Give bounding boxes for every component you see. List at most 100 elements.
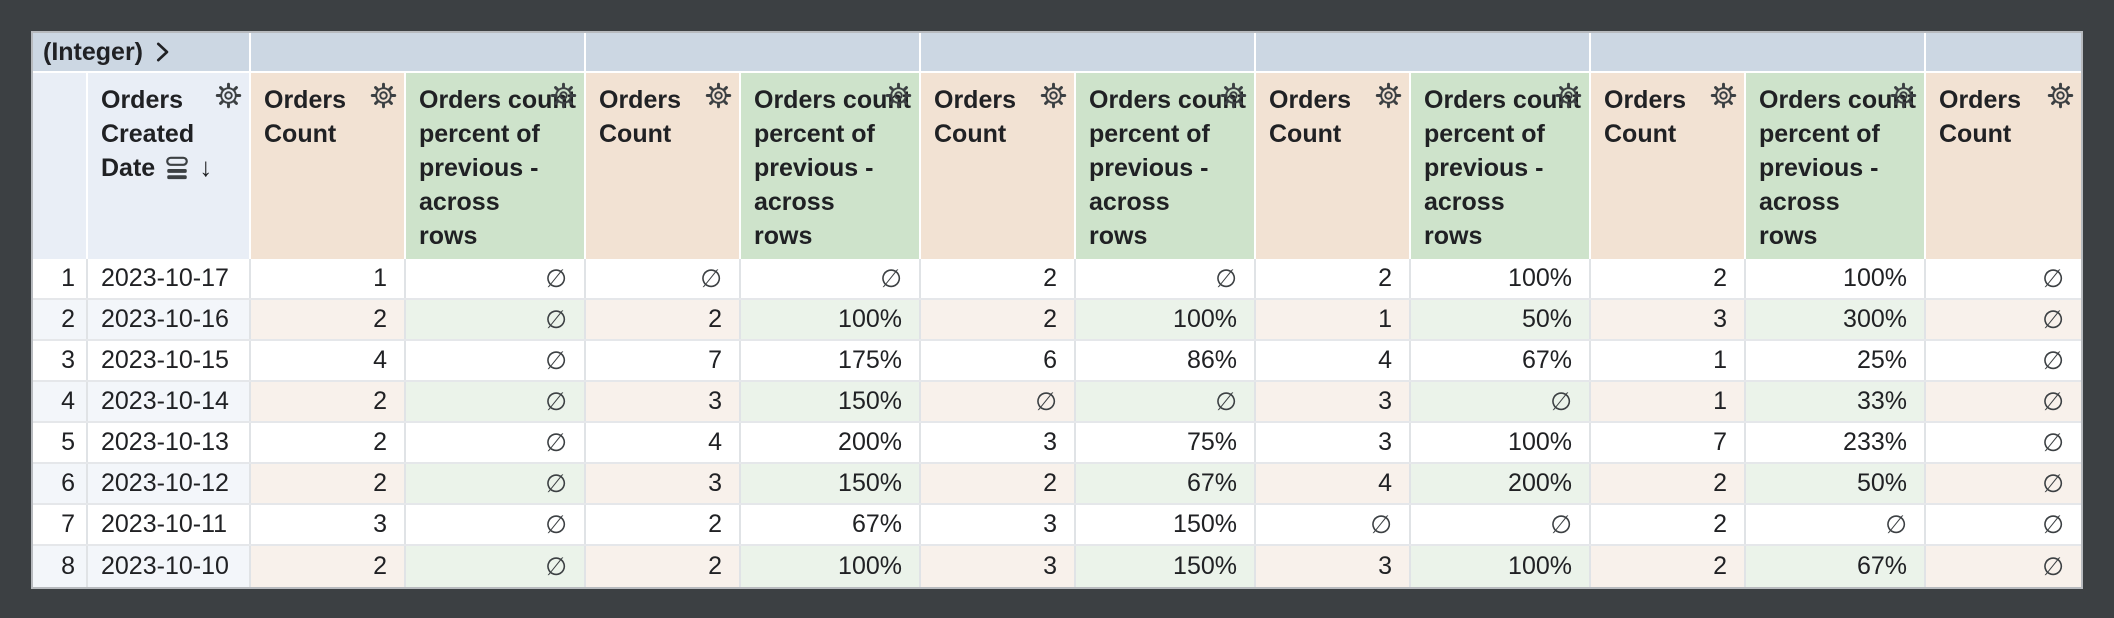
value-cell[interactable]: 3 (921, 505, 1076, 544)
value-cell[interactable]: 3 (1591, 300, 1746, 339)
value-cell[interactable]: 2 (921, 259, 1076, 298)
value-cell[interactable]: 200% (741, 423, 921, 462)
settings-gear-icon[interactable] (550, 82, 577, 109)
date-cell[interactable]: 2023-10-17 (88, 259, 251, 298)
value-cell[interactable]: ∅ (1926, 259, 2081, 298)
column-header-orders-count-pct-4[interactable]: Orders count percent of previous - across ro… (1411, 73, 1591, 259)
value-cell[interactable]: 2 (586, 546, 741, 587)
value-cell[interactable]: 100% (1411, 546, 1591, 587)
value-cell[interactable]: ∅ (1926, 546, 2081, 587)
value-cell[interactable]: ∅ (1926, 382, 2081, 421)
settings-gear-icon[interactable] (1555, 82, 1582, 109)
value-cell[interactable]: 3 (586, 382, 741, 421)
value-cell[interactable]: ∅ (406, 341, 586, 380)
value-cell[interactable]: 67% (1411, 341, 1591, 380)
value-cell[interactable]: 2 (251, 464, 406, 503)
value-cell[interactable]: 175% (741, 341, 921, 380)
value-cell[interactable]: 3 (921, 546, 1076, 587)
value-cell[interactable]: 67% (1076, 464, 1256, 503)
settings-gear-icon[interactable] (1710, 82, 1737, 109)
value-cell[interactable]: ∅ (1926, 341, 2081, 380)
date-cell[interactable]: 2023-10-12 (88, 464, 251, 503)
value-cell[interactable]: 100% (1411, 423, 1591, 462)
value-cell[interactable]: 25% (1746, 341, 1926, 380)
settings-gear-icon[interactable] (1040, 82, 1067, 109)
value-cell[interactable]: ∅ (406, 423, 586, 462)
value-cell[interactable]: 67% (741, 505, 921, 544)
column-header-orders-count-6[interactable]: Orders Count (1926, 73, 2081, 259)
value-cell[interactable]: ∅ (586, 259, 741, 298)
value-cell[interactable]: 4 (586, 423, 741, 462)
value-cell[interactable]: 4 (1256, 341, 1411, 380)
date-cell[interactable]: 2023-10-10 (88, 546, 251, 587)
value-cell[interactable]: 2 (921, 464, 1076, 503)
value-cell[interactable]: ∅ (406, 546, 586, 587)
value-cell[interactable]: ∅ (406, 464, 586, 503)
value-cell[interactable]: 1 (1591, 341, 1746, 380)
value-cell[interactable]: 1 (1591, 382, 1746, 421)
date-cell[interactable]: 2023-10-15 (88, 341, 251, 380)
value-cell[interactable]: 50% (1746, 464, 1926, 503)
value-cell[interactable]: 100% (1076, 300, 1256, 339)
value-cell[interactable]: 100% (741, 546, 921, 587)
value-cell[interactable]: ∅ (1076, 259, 1256, 298)
value-cell[interactable]: 75% (1076, 423, 1256, 462)
value-cell[interactable]: 3 (1256, 382, 1411, 421)
date-cell[interactable]: 2023-10-16 (88, 300, 251, 339)
column-header-orders-count-pct-2[interactable]: Orders count percent of previous - across ro… (741, 73, 921, 259)
value-cell[interactable]: 233% (1746, 423, 1926, 462)
value-cell[interactable]: 3 (1256, 423, 1411, 462)
value-cell[interactable]: 33% (1746, 382, 1926, 421)
value-cell[interactable]: 150% (741, 464, 921, 503)
column-header-orders-count-3[interactable]: Orders Count (921, 73, 1076, 259)
value-cell[interactable]: 4 (1256, 464, 1411, 503)
column-header-orders-count-pct-5[interactable]: Orders count percent of previous - across ro… (1746, 73, 1926, 259)
column-header-orders-count-5[interactable]: Orders Count (1591, 73, 1746, 259)
value-cell[interactable]: 2 (251, 546, 406, 587)
value-cell[interactable]: ∅ (406, 259, 586, 298)
settings-gear-icon[interactable] (1220, 82, 1247, 109)
value-cell[interactable]: ∅ (1746, 505, 1926, 544)
date-cell[interactable]: 2023-10-11 (88, 505, 251, 544)
value-cell[interactable]: ∅ (406, 382, 586, 421)
value-cell[interactable]: 2 (586, 505, 741, 544)
value-cell[interactable]: 200% (1411, 464, 1591, 503)
value-cell[interactable]: ∅ (1411, 505, 1591, 544)
value-cell[interactable]: ∅ (1256, 505, 1411, 544)
value-cell[interactable]: ∅ (741, 259, 921, 298)
value-cell[interactable]: 67% (1746, 546, 1926, 587)
value-cell[interactable]: ∅ (1926, 464, 2081, 503)
settings-gear-icon[interactable] (885, 82, 912, 109)
value-cell[interactable]: 300% (1746, 300, 1926, 339)
value-cell[interactable]: ∅ (1926, 505, 2081, 544)
settings-gear-icon[interactable] (705, 82, 732, 109)
value-cell[interactable]: 2 (251, 382, 406, 421)
value-cell[interactable]: 150% (1076, 505, 1256, 544)
value-cell[interactable]: ∅ (1926, 300, 2081, 339)
value-cell[interactable]: 4 (251, 341, 406, 380)
value-cell[interactable]: 2 (1591, 464, 1746, 503)
value-cell[interactable]: 2 (1256, 259, 1411, 298)
value-cell[interactable]: 100% (1411, 259, 1591, 298)
value-cell[interactable]: 2 (1591, 505, 1746, 544)
value-cell[interactable]: 86% (1076, 341, 1256, 380)
value-cell[interactable]: 2 (251, 300, 406, 339)
date-cell[interactable]: 2023-10-14 (88, 382, 251, 421)
value-cell[interactable]: ∅ (406, 300, 586, 339)
value-cell[interactable]: 3 (921, 423, 1076, 462)
date-cell[interactable]: 2023-10-13 (88, 423, 251, 462)
value-cell[interactable]: 100% (741, 300, 921, 339)
arrow-down-icon[interactable]: ↓ (199, 152, 213, 182)
value-cell[interactable]: 6 (921, 341, 1076, 380)
settings-gear-icon[interactable] (370, 82, 397, 109)
value-cell[interactable]: 1 (251, 259, 406, 298)
value-cell[interactable]: 7 (1591, 423, 1746, 462)
value-cell[interactable]: 2 (1591, 546, 1746, 587)
value-cell[interactable]: 2 (586, 300, 741, 339)
value-cell[interactable]: 2 (251, 423, 406, 462)
value-cell[interactable]: ∅ (1076, 382, 1256, 421)
pivot-breadcrumb[interactable]: (Integer) (33, 33, 251, 71)
column-header-orders-count-2[interactable]: Orders Count (586, 73, 741, 259)
value-cell[interactable]: ∅ (1411, 382, 1591, 421)
value-cell[interactable]: 50% (1411, 300, 1591, 339)
